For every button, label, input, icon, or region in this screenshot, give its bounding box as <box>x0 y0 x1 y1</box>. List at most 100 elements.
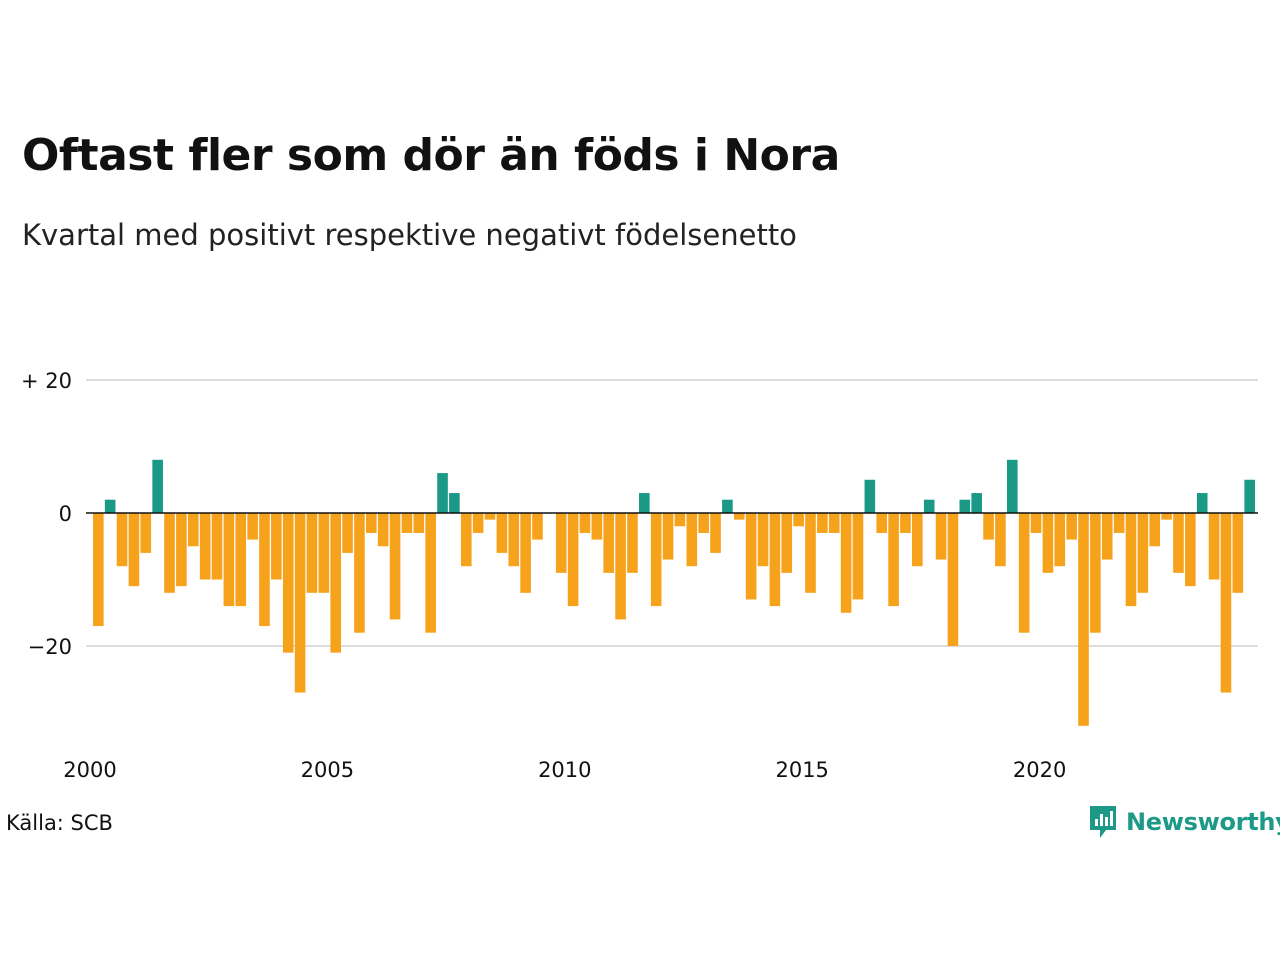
bar-negative <box>128 513 140 587</box>
bar-negative <box>271 513 282 580</box>
bar-negative <box>1113 513 1125 533</box>
bar-negative <box>912 513 923 567</box>
bar-negative <box>1018 513 1030 633</box>
bar-negative <box>1161 513 1172 520</box>
bar-negative <box>817 513 828 533</box>
bar-negative <box>674 513 686 527</box>
bar-negative <box>532 513 543 540</box>
bar-negative <box>306 513 318 593</box>
bar-negative <box>211 513 223 580</box>
bar-negative <box>1090 513 1101 633</box>
bar-negative <box>698 513 709 533</box>
bar-negative <box>187 513 199 547</box>
bar-negative <box>710 513 721 553</box>
bar-negative <box>615 513 626 620</box>
chart-subtitle: Kvartal med positivt respektive negativt… <box>22 218 797 252</box>
bar-positive <box>959 499 971 513</box>
bar-negative <box>342 513 353 553</box>
bar-negative <box>983 513 994 540</box>
bar-positive <box>104 499 116 513</box>
bar-positive <box>722 499 733 513</box>
bar-negative <box>401 513 413 533</box>
y-tick-label: −20 <box>28 635 72 659</box>
bar-negative <box>828 513 840 533</box>
bar-negative <box>247 513 258 540</box>
bar-negative <box>1137 513 1149 593</box>
bar-negative <box>805 513 816 593</box>
y-tick-label: + 20 <box>21 369 72 393</box>
bar-negative <box>627 513 638 573</box>
bar-negative <box>282 513 294 653</box>
bar-negative <box>567 513 579 607</box>
bar-positive <box>923 499 935 513</box>
gridlines <box>86 379 1258 647</box>
bar-negative <box>377 513 389 547</box>
bar-negative <box>425 513 436 633</box>
bar-negative <box>176 513 187 587</box>
bar-negative <box>413 513 425 533</box>
x-tick-label: 2000 <box>63 758 116 782</box>
bar-positive <box>639 493 650 513</box>
bar-negative <box>1054 513 1066 567</box>
bar-negative <box>1125 513 1137 607</box>
bar-negative <box>995 513 1006 567</box>
bar-positive <box>449 493 460 513</box>
bar-positive <box>1006 459 1018 513</box>
bar-negative <box>1185 513 1196 587</box>
bars <box>93 459 1255 726</box>
bar-positive <box>437 473 448 513</box>
bar-negative <box>1078 513 1089 726</box>
source-note: Källa: SCB <box>6 811 113 835</box>
bar-negative <box>935 513 947 560</box>
bar-negative <box>330 513 341 653</box>
x-tick-label: 2020 <box>1013 758 1066 782</box>
newsworthy-logo-icon <box>1090 806 1116 838</box>
bar-negative <box>508 513 520 567</box>
bar-negative <box>116 513 128 567</box>
bar-negative <box>318 513 330 593</box>
bar-negative <box>354 513 365 633</box>
chart-title: Oftast fler som dör än föds i Nora <box>22 130 840 181</box>
bar-negative <box>947 513 959 646</box>
bar-negative <box>852 513 864 600</box>
newsworthy-logo: Newsworthy <box>1088 804 1280 840</box>
bar-negative <box>496 513 508 553</box>
bar-negative <box>888 513 899 607</box>
bar-negative <box>199 513 211 580</box>
bar-negative <box>840 513 852 613</box>
bar-positive <box>1196 493 1208 513</box>
bar-negative <box>733 513 745 520</box>
bar-negative <box>745 513 757 600</box>
bar-negative <box>294 513 306 693</box>
bar-positive <box>971 493 982 513</box>
bar-negative <box>140 513 152 553</box>
bar-negative <box>1208 513 1220 580</box>
bar-negative <box>579 513 591 533</box>
bar-positive <box>152 459 163 513</box>
bar-negative <box>520 513 531 593</box>
bar-negative <box>793 513 804 527</box>
x-tick-label: 2005 <box>301 758 354 782</box>
bar-negative <box>650 513 662 607</box>
bar-negative <box>460 513 472 567</box>
bar-negative <box>686 513 698 567</box>
y-tick-label: 0 <box>59 502 72 526</box>
bar-negative <box>472 513 484 533</box>
axes: + 20 0 −20 2000 2005 2010 2015 2020 <box>21 369 1258 782</box>
x-tick-label: 2010 <box>538 758 591 782</box>
bar-negative <box>93 513 104 627</box>
bar-negative <box>876 513 888 533</box>
brand-name: Newsworthy <box>1126 808 1280 836</box>
bar-negative <box>1149 513 1161 547</box>
bar-negative <box>603 513 615 573</box>
bar-negative <box>1066 513 1077 540</box>
bar-negative <box>366 513 377 533</box>
bar-negative <box>259 513 270 627</box>
bar-negative <box>781 513 793 573</box>
bar-negative <box>389 513 401 620</box>
bar-negative <box>555 513 567 573</box>
bar-negative <box>900 513 911 533</box>
bar-negative <box>591 513 603 540</box>
bar-negative <box>662 513 674 560</box>
